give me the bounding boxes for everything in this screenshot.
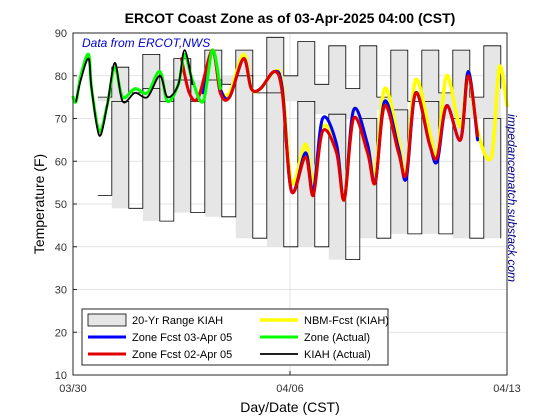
y-tick-label: 40 — [55, 242, 67, 254]
legend-label: NBM-Fcst (KIAH) — [304, 315, 389, 327]
legend-label: 20-Yr Range KIAH — [132, 315, 223, 327]
chart-title: ERCOT Coast Zone as of 03-Apr-2025 04:00… — [125, 10, 456, 26]
legend-box — [81, 308, 389, 366]
legend-label: Zone (Actual) — [304, 332, 370, 344]
source-note: Data from ERCOT,NWS — [82, 36, 210, 50]
series-line-kiah-actual — [75, 49, 194, 137]
legend-swatch — [87, 313, 127, 327]
x-tick-label: 03/30 — [59, 383, 87, 395]
y-tick-label: 60 — [55, 156, 67, 168]
series-line-zone-fcst-02-apr-05 — [180, 48, 480, 202]
y-tick-label: 50 — [55, 199, 67, 211]
side-watermark: impedancematch.substack.com — [505, 114, 519, 282]
legend-label: Zone Fcst 02-Apr 05 — [132, 349, 232, 361]
y-tick-label: 20 — [55, 327, 67, 339]
y-axis-label: Temperature (F) — [31, 154, 47, 254]
y-tick-label: 70 — [55, 114, 67, 126]
series-lines-layer — [71, 48, 509, 202]
x-tick-label: 04/13 — [493, 383, 521, 395]
chart-legend: 20-Yr Range KIAH Zone Fcst 03-Apr 05 Zone … — [81, 308, 389, 366]
legend-label: Zone Fcst 03-Apr 05 — [132, 332, 232, 344]
y-tick-label: 10 — [55, 370, 67, 382]
y-tick-label: 80 — [55, 71, 67, 83]
x-axis-label: Day/Date (CST) — [240, 399, 340, 415]
y-tick-label: 30 — [55, 285, 67, 297]
axis-ticks: 10 20 30 40 50 60 70 80 90 03/30 04/06 04/13 — [55, 28, 521, 395]
legend-label: KIAH (Actual) — [304, 349, 371, 361]
y-tick-label: 90 — [55, 28, 67, 40]
x-tick-label: 04/06 — [276, 383, 304, 395]
